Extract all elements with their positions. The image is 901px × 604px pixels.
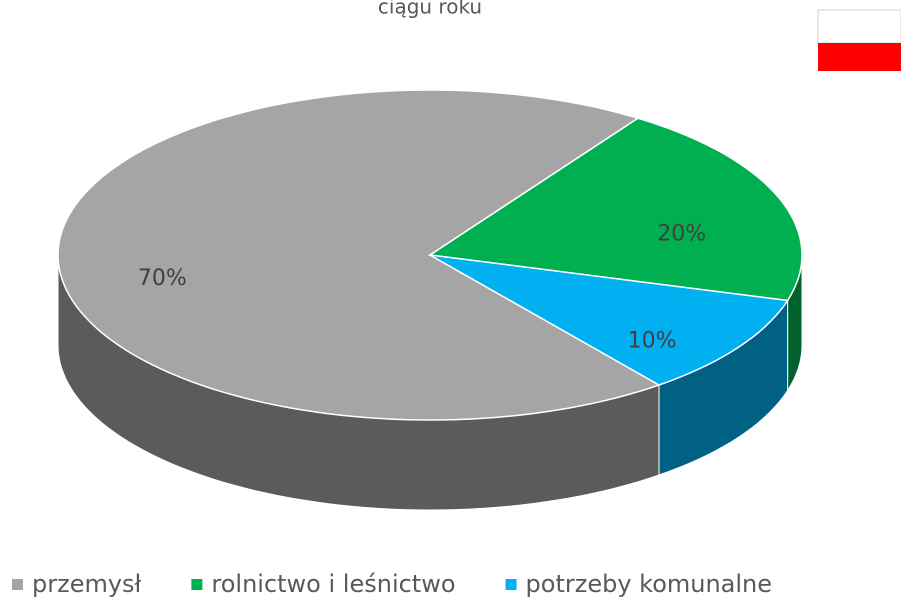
chart-title: ciągu roku — [378, 0, 482, 19]
slice — [429, 254, 789, 386]
data-label: 10% — [628, 328, 677, 353]
legend-label: potrzeby komunalne — [526, 570, 773, 598]
legend-swatch — [505, 579, 517, 590]
legend-label: rolnictwo i leśnictwo — [211, 570, 455, 598]
slice — [57, 89, 661, 421]
legend-label: przemysł — [32, 570, 142, 598]
data-label: 20% — [657, 221, 706, 246]
flag-icon — [817, 9, 901, 71]
data-label: 70% — [138, 266, 187, 291]
legend-swatch — [191, 579, 203, 590]
slice — [427, 117, 803, 302]
legend-swatch — [12, 579, 23, 590]
